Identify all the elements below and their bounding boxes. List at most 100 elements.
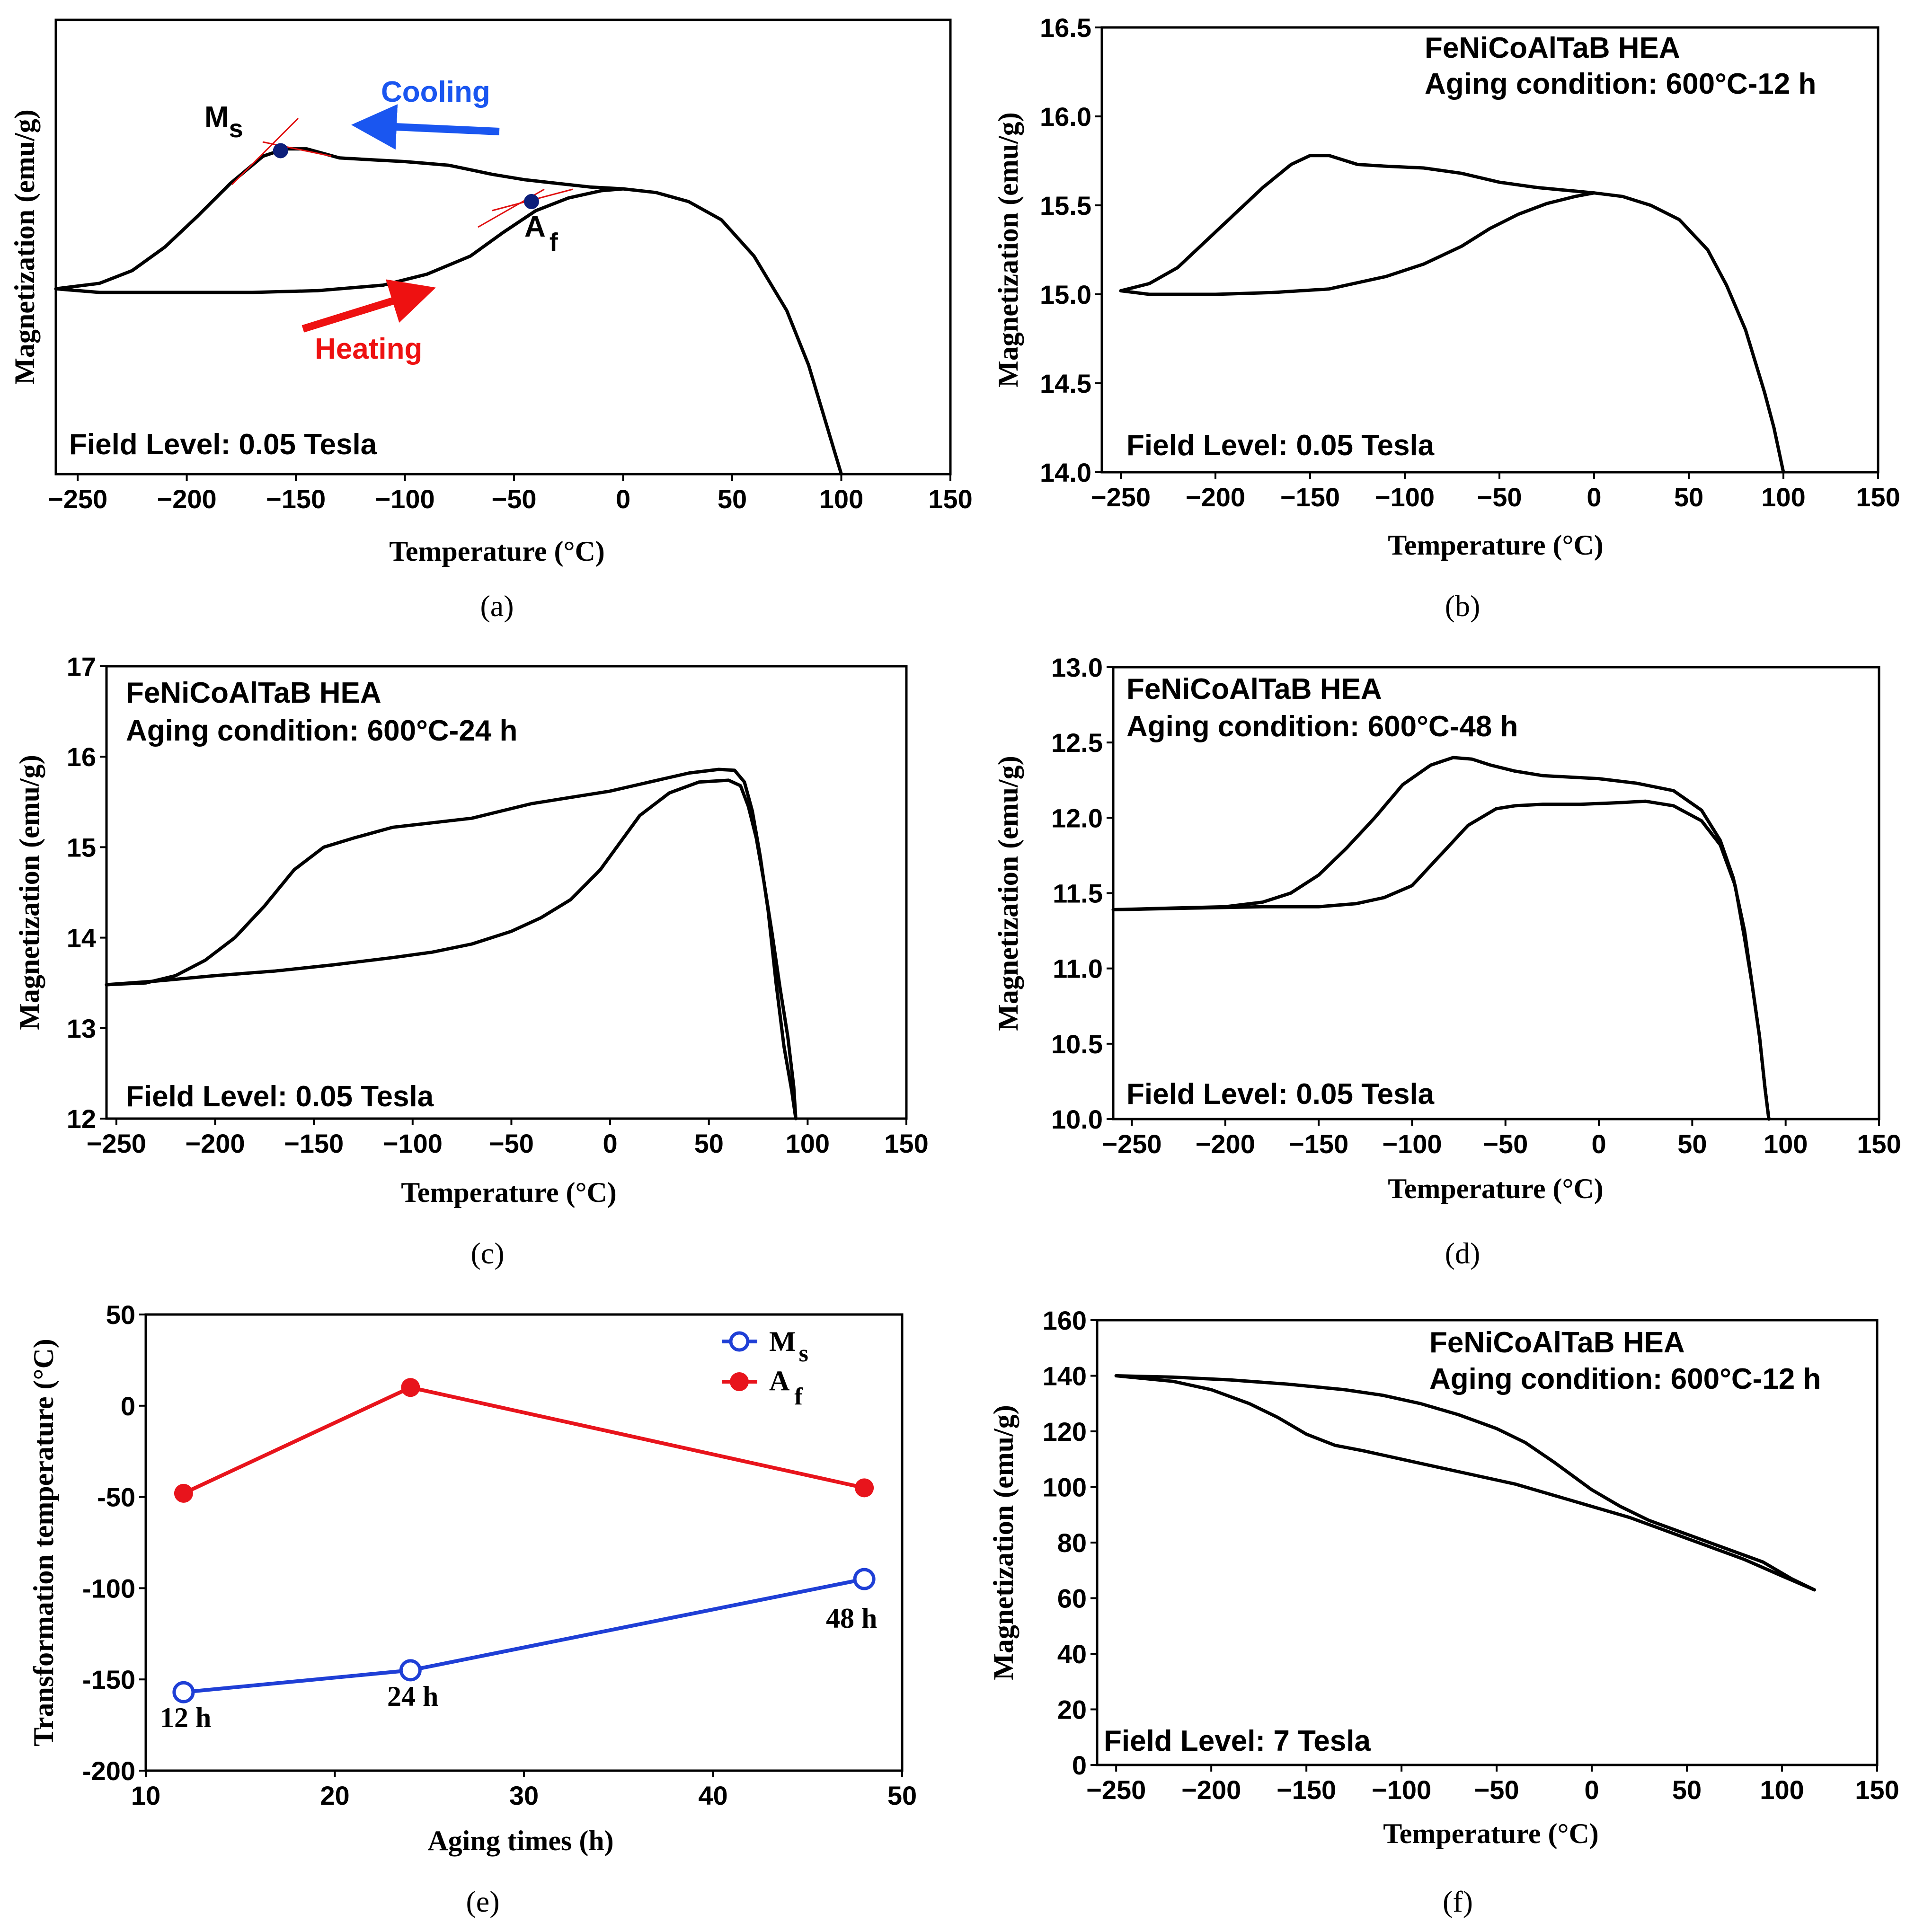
x-axis-title: Temperature (°C): [389, 536, 605, 567]
x-tick-label: −100: [1375, 482, 1435, 512]
x-tick-label: 10: [131, 1781, 160, 1810]
x-tick-label: 20: [320, 1781, 349, 1810]
heating-arrow: [301, 279, 436, 333]
x-tick-label: −150: [1289, 1129, 1348, 1159]
y-tick-label: 160: [1043, 1306, 1087, 1335]
y-tick-label: 15.5: [1040, 191, 1091, 221]
y-tick-label: 40: [1057, 1639, 1087, 1669]
alloy-label: FeNiCoAlTaB HEA: [1425, 32, 1680, 64]
x-ticks: −250 −200 −150 −100 −50 0 50 100 150: [48, 474, 973, 514]
point-label-12h: 12 h: [160, 1702, 211, 1733]
series-points: [172, 1378, 876, 1703]
x-tick-label: 50: [718, 484, 747, 514]
aging-condition-label: Aging condition: 600°C-12 h: [1425, 68, 1816, 100]
panel-caption: (e): [466, 1885, 499, 1918]
alloy-label: FeNiCoAlTaB HEA: [126, 677, 381, 709]
y-ticks: 10.0 10.5 11.0 11.5 12.0 12.5 13.0: [1051, 653, 1113, 1134]
data-point-ms: [853, 1568, 876, 1590]
ms-tangent-line: [262, 141, 332, 157]
y-tick-label: 11.5: [1053, 879, 1103, 909]
heating-curve: [1119, 191, 1596, 296]
x-tick-label: −200: [157, 484, 217, 514]
data-point-ms: [399, 1659, 422, 1682]
alloy-label: FeNiCoAlTaB HEA: [1126, 673, 1382, 706]
y-ticks: 0 20 40 60 80 100 120 140 160: [1043, 1306, 1097, 1780]
y-ticks: -200 -150 -100 -50 0 50: [82, 1300, 146, 1786]
x-tick-label: −250: [48, 484, 107, 514]
y-tick-label: 12.5: [1051, 728, 1103, 758]
field-level-label: Field Level: 7 Tesla: [1104, 1725, 1371, 1757]
y-tick-label: 15: [67, 832, 96, 862]
panel-f: −250 −200 −150 −100 −50 0 50 100 150 0 20 40 60 80 10…: [988, 1306, 1899, 1918]
x-tick-label: −50: [492, 484, 537, 514]
x-ticks: −250 −200 −150 −100 −50 0 50 100 150: [87, 1119, 929, 1158]
y-ticks: 12 13 14 15 16 17: [67, 652, 106, 1134]
y-tick-label: 14.0: [1040, 458, 1091, 487]
x-tick-label: −150: [1280, 482, 1340, 512]
panel-caption: (c): [470, 1236, 504, 1270]
legend-ms-marker: [729, 1331, 750, 1352]
x-ticks: 10 20 30 40 50: [131, 1771, 917, 1810]
y-tick-label: 50: [106, 1300, 135, 1330]
x-tick-label: −150: [1277, 1775, 1336, 1805]
cooling-curve: [54, 147, 843, 476]
y-tick-label: -200: [82, 1756, 135, 1786]
x-tick-label: 150: [884, 1129, 928, 1158]
x-tick-label: −250: [87, 1129, 146, 1158]
series-line-af: [183, 1385, 865, 1495]
series-lines: [183, 1385, 865, 1694]
x-tick-label: 50: [887, 1781, 917, 1810]
x-tick-label: −200: [185, 1129, 245, 1158]
point-label-24h: 24 h: [387, 1681, 438, 1712]
y-tick-label: 14.5: [1040, 369, 1091, 398]
x-tick-label: 0: [1587, 482, 1601, 512]
heating-curve: [1114, 1374, 1816, 1592]
cooling-curve: [1111, 756, 1771, 1121]
x-tick-label: 40: [698, 1781, 727, 1810]
x-ticks: −250 −200 −150 −100 −50 0 50 100 150: [1091, 472, 1900, 512]
heating-curve: [105, 778, 798, 1120]
x-tick-label: 50: [1672, 1775, 1702, 1805]
x-tick-label: −150: [266, 484, 326, 514]
x-tick-label: −50: [1477, 482, 1522, 512]
panel-caption: (f): [1443, 1885, 1473, 1918]
y-tick-label: 16.0: [1040, 102, 1091, 132]
y-axis-title: Magnetization (emu/g): [993, 112, 1024, 388]
x-tick-label: 100: [1764, 1129, 1808, 1159]
panel-d: −250 −200 −150 −100 −50 0 50 100 150 10.0 10.5 11.…: [993, 653, 1901, 1270]
y-tick-label: -50: [97, 1482, 135, 1512]
alloy-label: FeNiCoAlTaB HEA: [1429, 1326, 1685, 1359]
y-ticks: 14.0 14.5 15.0 15.5 16.0 16.5: [1040, 13, 1102, 487]
y-axis-title: Magnetization (emu/g): [14, 755, 45, 1030]
x-ticks: −250 −200 −150 −100 −50 0 50 100 150: [1086, 1765, 1899, 1805]
y-tick-label: 60: [1057, 1584, 1087, 1614]
y-axis-title: Transformation temperature (°C): [28, 1339, 59, 1747]
field-level-label: Field Level: 0.05 Tesla: [69, 428, 377, 461]
x-tick-label: −100: [375, 484, 434, 514]
x-tick-label: 0: [1591, 1129, 1606, 1159]
panel-c: −250 −200 −150 −100 −50 0 50 100 150 12131415161…: [14, 652, 929, 1270]
x-tick-label: −50: [1483, 1129, 1528, 1159]
x-tick-label: 0: [603, 1129, 617, 1158]
field-level-label: Field Level: 0.05 Tesla: [1126, 1078, 1435, 1111]
point-label-48h: 48 h: [826, 1603, 877, 1634]
field-level-label: Field Level: 0.05 Tesla: [1126, 429, 1435, 462]
x-tick-label: −250: [1086, 1775, 1146, 1805]
legend-af-marker: [730, 1372, 749, 1391]
data-point-af: [855, 1478, 874, 1498]
y-axis-title: Magnetization (emu/g): [9, 109, 40, 385]
data-point-af: [174, 1483, 193, 1503]
x-tick-label: −250: [1102, 1129, 1161, 1159]
y-tick-label: 20: [1057, 1695, 1087, 1725]
y-tick-label: -100: [82, 1573, 135, 1603]
aging-condition-label: Aging condition: 600°C-48 h: [1126, 710, 1518, 743]
x-axis-title: Temperature (°C): [1383, 1818, 1599, 1849]
x-axis-title: Temperature (°C): [1388, 1173, 1604, 1204]
y-tick-label: 120: [1043, 1417, 1087, 1447]
cooling-label: Cooling: [381, 76, 490, 108]
y-tick-label: 16.5: [1040, 13, 1091, 43]
x-tick-label: −100: [383, 1129, 443, 1158]
plot-frame: [1100, 26, 1879, 474]
